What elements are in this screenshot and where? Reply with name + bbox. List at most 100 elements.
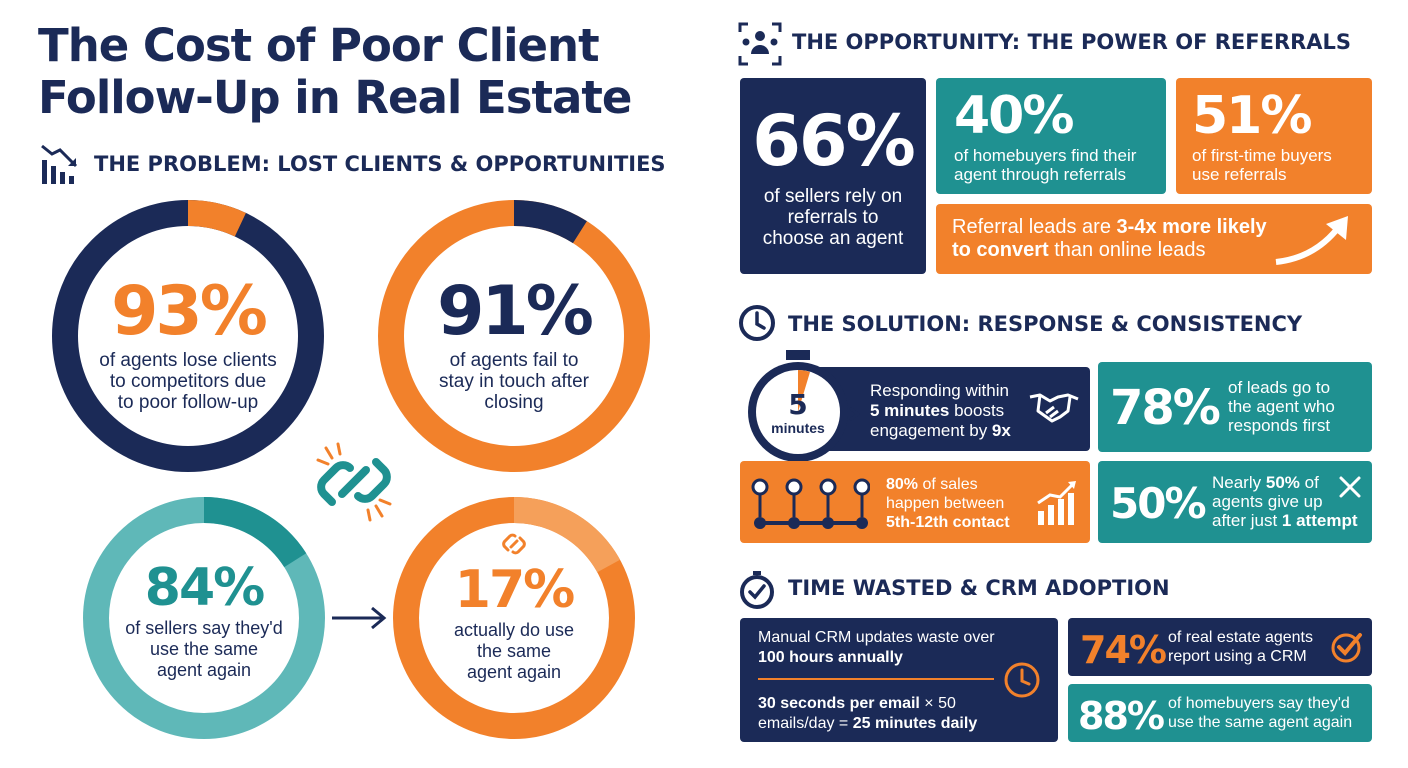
homebuyers-again-line-2: use the same agent again bbox=[1168, 714, 1353, 731]
sales-contact-card: 80% of sales happen between 5th-12th con… bbox=[740, 461, 1090, 543]
crm-heading: TIME WASTED & CRM ADOPTION bbox=[788, 576, 1170, 600]
response-line-2: boosts bbox=[949, 401, 1005, 420]
sales-line-3-bold: 5th-12th contact bbox=[886, 514, 1010, 531]
first-time-buyers-card: 51% of first-time buyers use referrals bbox=[1176, 78, 1372, 194]
conversion-text-bold-2: to convert bbox=[952, 239, 1049, 261]
title-line-1: The Cost of Poor Client bbox=[38, 19, 600, 72]
give-up-line-1-bold: 50% bbox=[1265, 473, 1300, 492]
ring-93-desc-3: to poor follow-up bbox=[117, 392, 259, 413]
ring-93-gauge bbox=[52, 200, 324, 472]
ring-91: 91% of agents fail to stay in touch afte… bbox=[376, 198, 652, 474]
arrow-right-icon bbox=[330, 604, 388, 637]
clock-icon-orange bbox=[1002, 660, 1042, 705]
handshake-icon bbox=[1028, 387, 1080, 432]
sales-line-1: of sales bbox=[918, 476, 978, 493]
title-line-2: Follow-Up in Real Estate bbox=[38, 71, 632, 124]
waste-line-1: Manual CRM updates waste over bbox=[758, 629, 995, 646]
conversion-text-post: than online leads bbox=[1048, 239, 1206, 261]
ring-84-desc-3: agent again bbox=[156, 660, 252, 680]
sellers-referrals-line-1: of sellers rely on bbox=[763, 186, 903, 207]
response-line-3: engagement by bbox=[870, 421, 992, 440]
response-line-2-bold: 5 minutes bbox=[870, 401, 950, 420]
waste-line-3: × 50 bbox=[919, 695, 956, 712]
give-up-line-1a: Nearly bbox=[1212, 473, 1266, 492]
ring-17: 17% actually do use the same agent again bbox=[392, 496, 636, 740]
homebuyers-referrals-line-1: of homebuyers find their bbox=[954, 146, 1137, 165]
waste-line-4-bold: 25 minutes daily bbox=[852, 715, 978, 732]
waste-line-4: emails/day = bbox=[758, 715, 853, 732]
agents-crm-line-2: report using a CRM bbox=[1168, 648, 1307, 665]
homebuyers-referrals-value: 40% bbox=[954, 86, 1074, 146]
ring-84-value: 84% bbox=[144, 558, 265, 618]
conversion-text-pre: Referral leads are bbox=[952, 216, 1117, 238]
page-title: The Cost of Poor Client Follow-Up in Rea… bbox=[38, 20, 698, 124]
growth-bar-icon bbox=[1036, 479, 1078, 532]
opportunity-heading: THE OPPORTUNITY: THE POWER OF REFERRALS bbox=[792, 30, 1352, 54]
waste-line-2-bold: 100 hours annually bbox=[758, 649, 903, 666]
declining-chart-icon bbox=[40, 142, 82, 191]
broken-chain-icon bbox=[312, 440, 396, 529]
homebuyers-again-card: 88% of homebuyers say they'd use the sam… bbox=[1068, 684, 1372, 742]
ring-17-value: 17% bbox=[454, 560, 575, 620]
sellers-referrals-value: 66% bbox=[752, 100, 916, 182]
give-up-line-1c: of bbox=[1299, 473, 1319, 492]
stopwatch-number: 5 bbox=[788, 388, 808, 421]
response-line-1: Responding within bbox=[870, 381, 1009, 400]
leads-first-value: 78% bbox=[1110, 380, 1221, 436]
ring-93-desc-2: to competitors due bbox=[109, 371, 267, 392]
stopwatch-icon bbox=[738, 348, 862, 471]
stopwatch-check-icon bbox=[738, 570, 776, 615]
homebuyers-again-line-1: of homebuyers say they'd bbox=[1168, 695, 1350, 712]
ring-91-value: 91% bbox=[437, 272, 594, 351]
sellers-referrals-line-2: referrals to bbox=[787, 207, 879, 228]
divider bbox=[758, 678, 994, 680]
problem-heading: THE PROBLEM: LOST CLIENTS & OPPORTUNITIE… bbox=[94, 152, 666, 176]
give-up-line-2: agents give up bbox=[1212, 492, 1323, 511]
leads-first-line-1: of leads go to bbox=[1228, 378, 1331, 397]
homebuyers-referrals-card: 40% of homebuyers find their agent throu… bbox=[936, 78, 1166, 194]
first-time-buyers-line-2: use referrals bbox=[1192, 165, 1287, 184]
stopwatch-label: 5 minutes bbox=[738, 388, 858, 437]
ring-91-gauge bbox=[378, 200, 650, 472]
ring-93-value: 93% bbox=[111, 272, 268, 351]
agents-crm-value: 74% bbox=[1080, 628, 1167, 672]
leads-first-line-2: the agent who bbox=[1228, 397, 1335, 416]
response-line-3-bold: 9x bbox=[991, 421, 1011, 440]
homebuyers-again-value: 88% bbox=[1078, 694, 1165, 738]
stopwatch-unit: minutes bbox=[771, 420, 825, 436]
ring-17-desc-3: agent again bbox=[466, 662, 562, 682]
ring-17-desc-1: actually do use bbox=[453, 620, 575, 640]
conversion-banner: Referral leads are 3-4x more likely to c… bbox=[936, 204, 1372, 274]
close-x-icon bbox=[1338, 475, 1362, 504]
ring-84: 84% of sellers say they'd use the same a… bbox=[82, 496, 326, 740]
ring-84-desc-2: use the same bbox=[149, 639, 259, 659]
waste-line-3-bold: 30 seconds per email bbox=[758, 695, 920, 712]
sellers-referrals-line-3: choose an agent bbox=[762, 228, 904, 249]
agents-crm-card: 74% of real estate agents report using a… bbox=[1068, 618, 1372, 676]
leads-first-line-3: responds first bbox=[1228, 416, 1331, 435]
first-time-buyers-line-1: of first-time buyers bbox=[1192, 146, 1332, 165]
clock-icon bbox=[738, 304, 776, 347]
ring-17-desc-2: the same bbox=[476, 641, 552, 661]
conversion-text-bold-1: 3-4x more likely bbox=[1116, 216, 1267, 238]
ring-17-gauge bbox=[393, 497, 635, 739]
ring-93: 93% of agents lose clients to competitor… bbox=[50, 198, 326, 474]
give-up-line-3-bold: 1 attempt bbox=[1281, 511, 1358, 530]
homebuyers-referrals-line-2: agent through referrals bbox=[954, 165, 1126, 184]
ring-91-desc-2: stay in touch after bbox=[439, 371, 589, 392]
first-time-buyers-value: 51% bbox=[1192, 86, 1312, 146]
checkbox-check-icon bbox=[1330, 630, 1364, 669]
solution-heading: THE SOLUTION: RESPONSE & CONSISTENCY bbox=[788, 312, 1303, 336]
give-up-value: 50% bbox=[1110, 479, 1207, 528]
ring-91-desc-3: closing bbox=[484, 392, 544, 413]
sales-line-2: happen between bbox=[886, 495, 1005, 512]
contact-timeline-icon bbox=[750, 475, 871, 536]
sellers-referrals-card: 66% of sellers rely on referrals to choo… bbox=[740, 78, 926, 274]
upward-arrow-icon bbox=[1274, 214, 1356, 271]
leads-first-card: 78% of leads go to the agent who respond… bbox=[1098, 362, 1372, 452]
response-card: Responding within 5 minutes boosts engag… bbox=[800, 367, 1090, 451]
agents-crm-line-1: of real estate agents bbox=[1168, 629, 1313, 646]
referral-network-icon bbox=[738, 22, 782, 71]
sales-line-1-bold: 80% bbox=[886, 476, 919, 493]
time-wasted-card: Manual CRM updates waste over 100 hours … bbox=[740, 618, 1058, 742]
